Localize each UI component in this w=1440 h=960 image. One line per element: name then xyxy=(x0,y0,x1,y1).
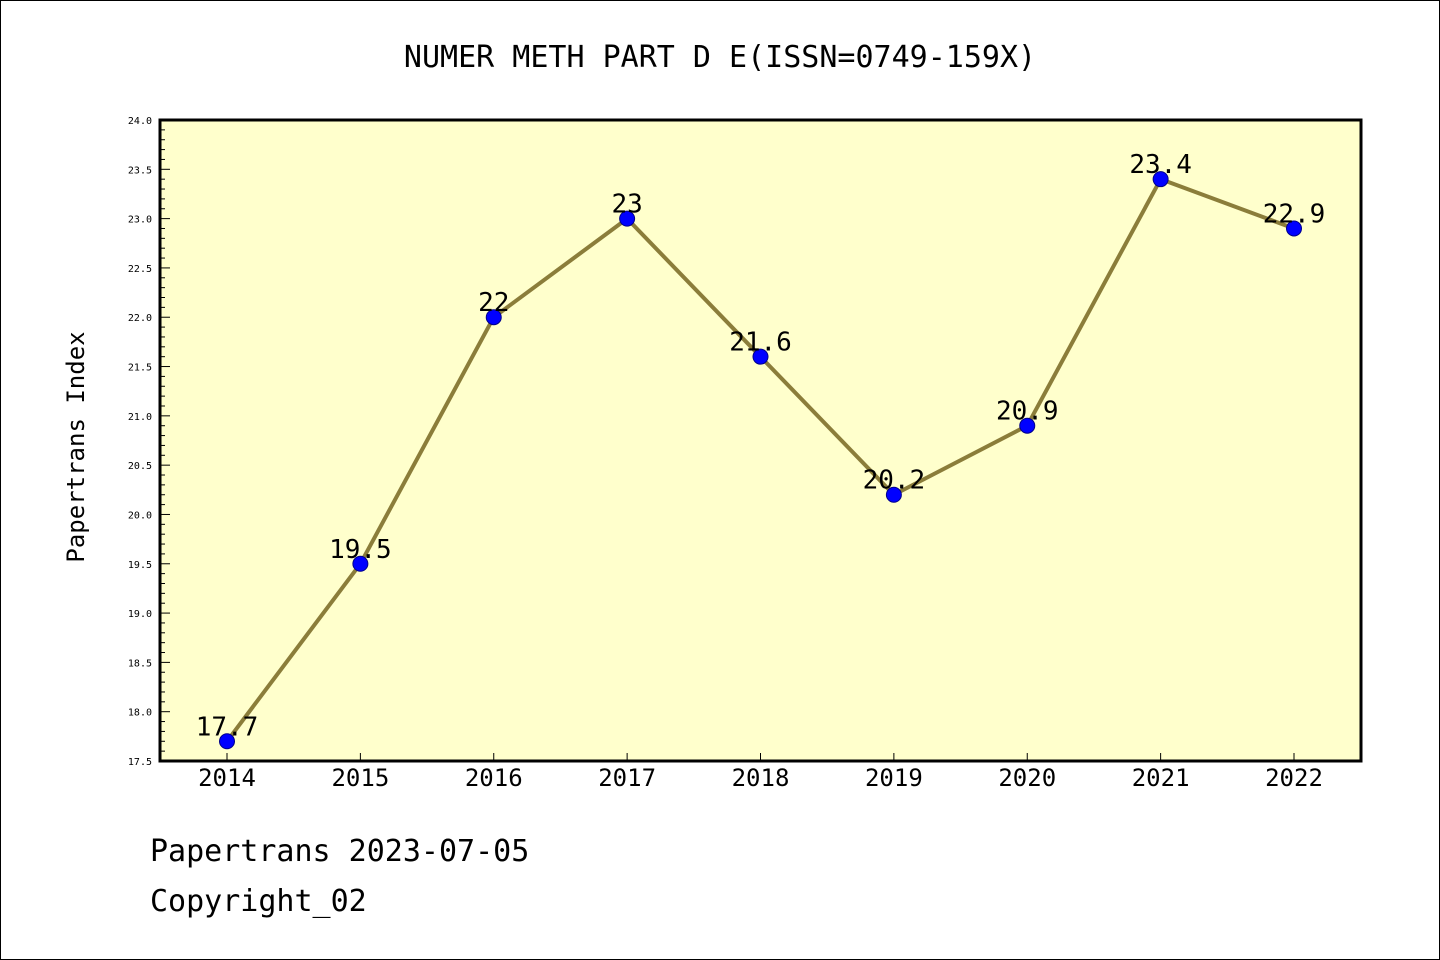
data-point xyxy=(352,555,369,572)
footer-copyright: Copyright_02 xyxy=(150,884,367,919)
data-point xyxy=(1286,220,1302,237)
x-tick-label: 2020 xyxy=(998,764,1056,792)
y-tick-label: 17.5 xyxy=(128,757,152,768)
series-layer: 17.7 19.5 22 23 21.6 20.2 20.9 23.4 22.9 xyxy=(196,150,1326,750)
chart-title: NUMER METH PART D E(ISSN=0749-159X) xyxy=(404,40,1036,75)
data-label: 23 xyxy=(611,190,642,220)
y-tick-label: 23.0 xyxy=(128,215,152,226)
x-tick-label: 2019 xyxy=(865,764,923,792)
data-point xyxy=(885,486,902,503)
y-tick-label: 19.0 xyxy=(128,609,152,620)
y-tick-label: 19.5 xyxy=(128,560,152,571)
y-tick-label: 23.5 xyxy=(128,165,152,176)
data-point xyxy=(752,348,769,365)
data-point xyxy=(485,309,502,326)
data-label: 19.5 xyxy=(329,535,392,565)
y-tick-label: 21.5 xyxy=(128,363,152,374)
x-tick-label: 2014 xyxy=(198,764,256,792)
data-point xyxy=(1152,171,1169,188)
data-label: 20.9 xyxy=(996,397,1059,427)
data-label: 23.4 xyxy=(1129,150,1192,180)
y-tick-label: 20.0 xyxy=(128,510,152,521)
x-axis-ticks: 2014 2015 2016 2017 2018 2019 2020 2021 2022 xyxy=(198,753,1323,792)
x-tick-label: 2017 xyxy=(598,764,656,792)
y-axis-label: Papertrans Index xyxy=(62,331,90,562)
plot-area xyxy=(158,118,1363,763)
data-label: 21.6 xyxy=(729,328,792,358)
y-tick-label: 21.0 xyxy=(128,412,152,423)
y-tick-label: 20.5 xyxy=(128,461,152,472)
y-tick-label: 22.5 xyxy=(128,264,152,275)
x-tick-label: 2018 xyxy=(732,764,790,792)
data-label: 20.2 xyxy=(863,466,926,496)
data-label: 22.9 xyxy=(1263,199,1326,229)
x-tick-label: 2016 xyxy=(465,764,523,792)
data-label: 22 xyxy=(478,288,509,318)
footer-source: Papertrans 2023-07-05 xyxy=(150,834,530,869)
x-tick-label: 2015 xyxy=(331,764,389,792)
x-tick-label: 2022 xyxy=(1265,764,1323,792)
data-point xyxy=(1019,417,1036,434)
data-label: 17.7 xyxy=(196,712,259,742)
data-point xyxy=(219,733,235,750)
data-point xyxy=(619,210,636,227)
y-tick-label: 24.0 xyxy=(128,116,152,127)
y-axis-ticks: 17.5 18.0 18.5 19.0 19.5 20.0 20.5 21.0 21.5 22.0… xyxy=(128,116,170,768)
y-tick-label: 18.5 xyxy=(128,658,152,669)
y-tick-label: 22.0 xyxy=(128,313,152,324)
y-tick-label: 18.0 xyxy=(128,708,152,719)
x-tick-label: 2021 xyxy=(1132,764,1190,792)
